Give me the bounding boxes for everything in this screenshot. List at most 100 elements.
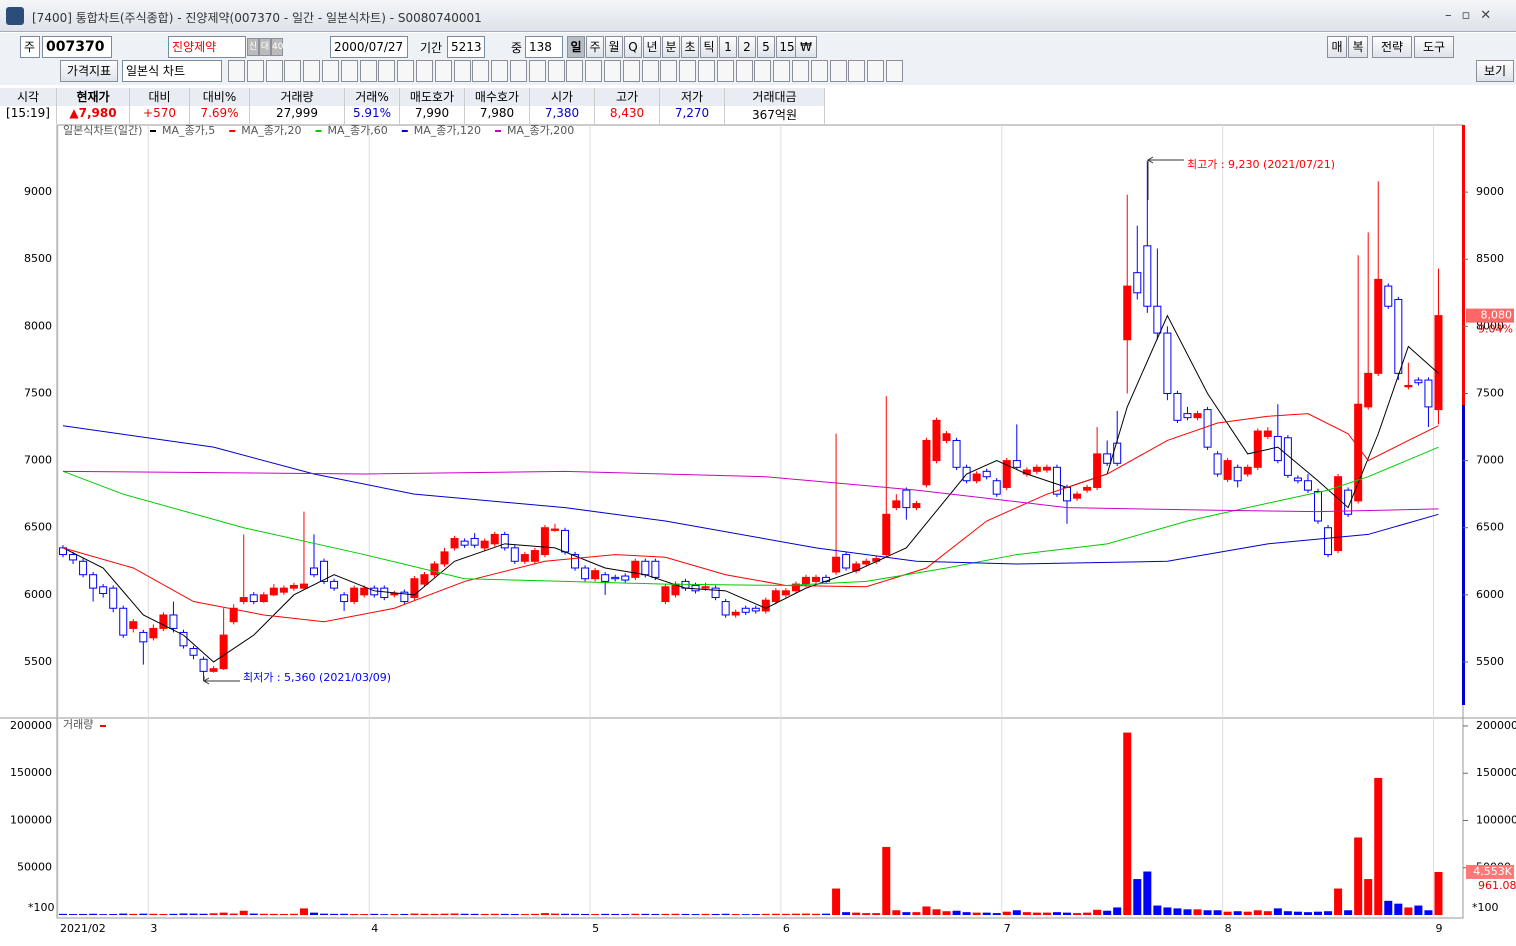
- flag[interactable]: 40: [271, 38, 283, 56]
- candle-body: [601, 574, 610, 582]
- interval-button[interactable]: 년: [643, 36, 661, 58]
- interval-button[interactable]: 2: [738, 36, 756, 58]
- candle-body: [530, 550, 539, 562]
- tool-icon[interactable]: [792, 60, 809, 82]
- flag[interactable]: 신: [247, 38, 259, 56]
- tool-icon[interactable]: [716, 60, 734, 82]
- flag[interactable]: 대: [259, 38, 271, 56]
- volume-bar: [400, 913, 409, 915]
- tool-icon[interactable]: [660, 60, 678, 82]
- tool-icon[interactable]: [510, 60, 527, 82]
- tool-icon[interactable]: [359, 60, 377, 82]
- action-button[interactable]: 복: [1348, 36, 1368, 58]
- tool-icon[interactable]: [528, 60, 546, 82]
- tool-icon[interactable]: [453, 60, 471, 82]
- interval-button[interactable]: 5: [757, 36, 775, 58]
- interval-button[interactable]: 월: [605, 36, 623, 58]
- interval-button[interactable]: 1: [719, 36, 737, 58]
- tool-icon[interactable]: [397, 60, 415, 82]
- volume-bar: [631, 913, 640, 915]
- tool-icon[interactable]: [754, 60, 772, 82]
- tool-icon[interactable]: [416, 60, 433, 82]
- period-input[interactable]: 5213: [447, 36, 485, 58]
- candle-body: [340, 594, 349, 603]
- volume-bar: [330, 913, 339, 915]
- candle-body: [279, 587, 288, 593]
- tool-icon[interactable]: [641, 60, 659, 82]
- volume-bar: [259, 913, 268, 915]
- interval-button[interactable]: 초: [681, 36, 699, 58]
- interval-button[interactable]: 일: [567, 36, 585, 58]
- tool-icon[interactable]: [622, 60, 640, 82]
- quote-cell: ▲7,980: [57, 106, 130, 124]
- interval-button[interactable]: Q: [624, 36, 642, 58]
- volume-bar: [892, 910, 901, 915]
- quote-table: 시각 [15:19] 현재가 ▲7,980 대비 +570 대비% 7.69% 거래량 27,99…: [0, 88, 890, 124]
- volume-bar: [550, 913, 559, 915]
- tool-icon[interactable]: [848, 60, 866, 82]
- tool-icon[interactable]: [547, 60, 565, 82]
- tool-icon[interactable]: [378, 60, 396, 82]
- tool-icon[interactable]: [566, 60, 584, 82]
- tool-icon[interactable]: [491, 60, 509, 82]
- candle-body: [862, 560, 871, 565]
- code-input[interactable]: 007370: [42, 36, 112, 58]
- candle-body: [1063, 486, 1071, 502]
- volume-bar: [139, 913, 148, 915]
- interval-button[interactable]: 주: [586, 36, 604, 58]
- volume-bar: [1354, 837, 1363, 915]
- interval-button[interactable]: 틱: [700, 36, 718, 58]
- tool-icon[interactable]: [284, 60, 302, 82]
- count-input[interactable]: 138: [525, 36, 563, 58]
- candle-body: [1032, 466, 1041, 472]
- volume-bar: [611, 913, 620, 915]
- candle-body: [922, 439, 931, 486]
- indicator-button[interactable]: 가격지표: [60, 60, 118, 82]
- candle-body: [912, 503, 921, 509]
- tool-icon[interactable]: [698, 60, 715, 82]
- date-input[interactable]: 2000/07/27: [330, 36, 408, 58]
- tool-icon[interactable]: [867, 60, 885, 82]
- volume-bar: [1253, 910, 1262, 915]
- tool-icon[interactable]: [773, 60, 791, 82]
- name-input[interactable]: 진양제약: [168, 36, 246, 58]
- interval-button[interactable]: 분: [662, 36, 680, 58]
- tool-icon[interactable]: [434, 60, 452, 82]
- view-button[interactable]: 보기: [1476, 60, 1514, 82]
- tool-icon[interactable]: [810, 60, 828, 82]
- candle-body: [1314, 490, 1322, 522]
- action-button[interactable]: 도구: [1414, 36, 1454, 58]
- action-button[interactable]: 전략: [1372, 36, 1412, 58]
- tool-icon[interactable]: [829, 60, 847, 82]
- tool-icon[interactable]: [472, 60, 490, 82]
- window-controls[interactable]: –▫✕: [1445, 8, 1502, 23]
- volume-bar: [1022, 912, 1031, 915]
- market-select[interactable]: 주: [20, 36, 40, 58]
- tool-icon[interactable]: [886, 60, 903, 82]
- y-tick-label: 200000: [1476, 719, 1516, 732]
- candle-body: [581, 567, 590, 580]
- volume-bar: [279, 913, 288, 915]
- y-tick-label: 100000: [1476, 813, 1516, 826]
- tool-icon[interactable]: [265, 60, 283, 82]
- tool-icon[interactable]: [322, 60, 339, 82]
- tool-icon[interactable]: [303, 60, 321, 82]
- tool-icon[interactable]: [340, 60, 358, 82]
- volume-bar: [299, 908, 308, 915]
- tool-icon[interactable]: [228, 60, 245, 82]
- tool-icon[interactable]: [246, 60, 264, 82]
- interval-button[interactable]: ₩: [795, 36, 817, 58]
- candle-body: [229, 607, 238, 623]
- tool-icon[interactable]: [604, 60, 621, 82]
- candle-body: [561, 529, 569, 553]
- candle-body: [380, 587, 389, 599]
- y-tick-label: 6500: [1476, 521, 1504, 534]
- candle-body: [972, 473, 981, 482]
- action-button[interactable]: 매: [1327, 36, 1347, 58]
- tool-icon[interactable]: [679, 60, 697, 82]
- tool-icon[interactable]: [585, 60, 603, 82]
- chart-kind-select[interactable]: 일본식 차트: [122, 60, 222, 82]
- tool-icon[interactable]: [735, 60, 753, 82]
- candle-body: [1052, 466, 1061, 495]
- candle-body: [1113, 442, 1122, 464]
